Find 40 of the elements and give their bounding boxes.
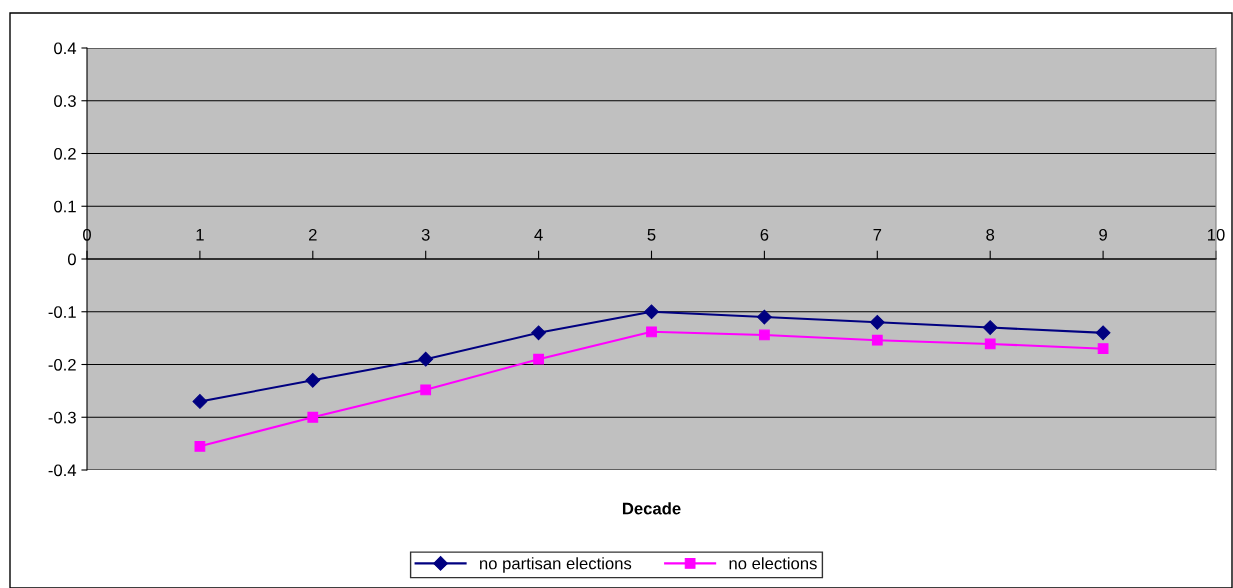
y-tick-label: 0.3 bbox=[54, 95, 76, 107]
legend-label: no partisan elections bbox=[480, 557, 632, 573]
x-tick-label: 2 bbox=[309, 228, 317, 241]
point bbox=[759, 329, 770, 341]
point bbox=[307, 411, 319, 423]
point bbox=[1095, 325, 1111, 341]
y-tick-label: -0.4 bbox=[48, 464, 77, 477]
legend-label: no elections bbox=[729, 557, 817, 570]
point bbox=[869, 314, 885, 330]
y-tick-label: 0.1 bbox=[54, 200, 76, 213]
point bbox=[418, 351, 434, 367]
x-tick-label: 1 bbox=[196, 229, 204, 241]
x-tick-label: 8 bbox=[986, 228, 995, 241]
y-tick-label: 0.4 bbox=[54, 42, 77, 55]
point bbox=[984, 338, 996, 350]
y-tick-label: -0.2 bbox=[48, 358, 76, 371]
y-tick-label: 0.2 bbox=[54, 147, 76, 160]
x-tick-label: 5 bbox=[647, 229, 656, 241]
y-tick-label: -0.3 bbox=[48, 411, 76, 424]
point bbox=[757, 309, 772, 325]
point bbox=[194, 440, 206, 452]
point bbox=[420, 384, 432, 396]
x-tick-label: 6 bbox=[760, 228, 769, 241]
point bbox=[646, 326, 657, 338]
x-axis-title: Decade bbox=[622, 502, 681, 515]
point bbox=[644, 304, 659, 320]
x-tick-label: 10 bbox=[1208, 228, 1225, 241]
point bbox=[533, 353, 544, 365]
point bbox=[305, 372, 321, 388]
y-tick-label: 0 bbox=[67, 253, 76, 266]
y-tick-label: -0.1 bbox=[48, 306, 76, 318]
point bbox=[531, 325, 546, 341]
point bbox=[982, 320, 998, 335]
point bbox=[192, 394, 208, 409]
point bbox=[1097, 343, 1109, 355]
x-tick-label: 3 bbox=[421, 228, 430, 241]
x-tick-label: 9 bbox=[1099, 228, 1107, 241]
point bbox=[871, 334, 883, 346]
x-tick-label: 7 bbox=[873, 229, 882, 241]
x-tick-label: 4 bbox=[534, 229, 543, 241]
